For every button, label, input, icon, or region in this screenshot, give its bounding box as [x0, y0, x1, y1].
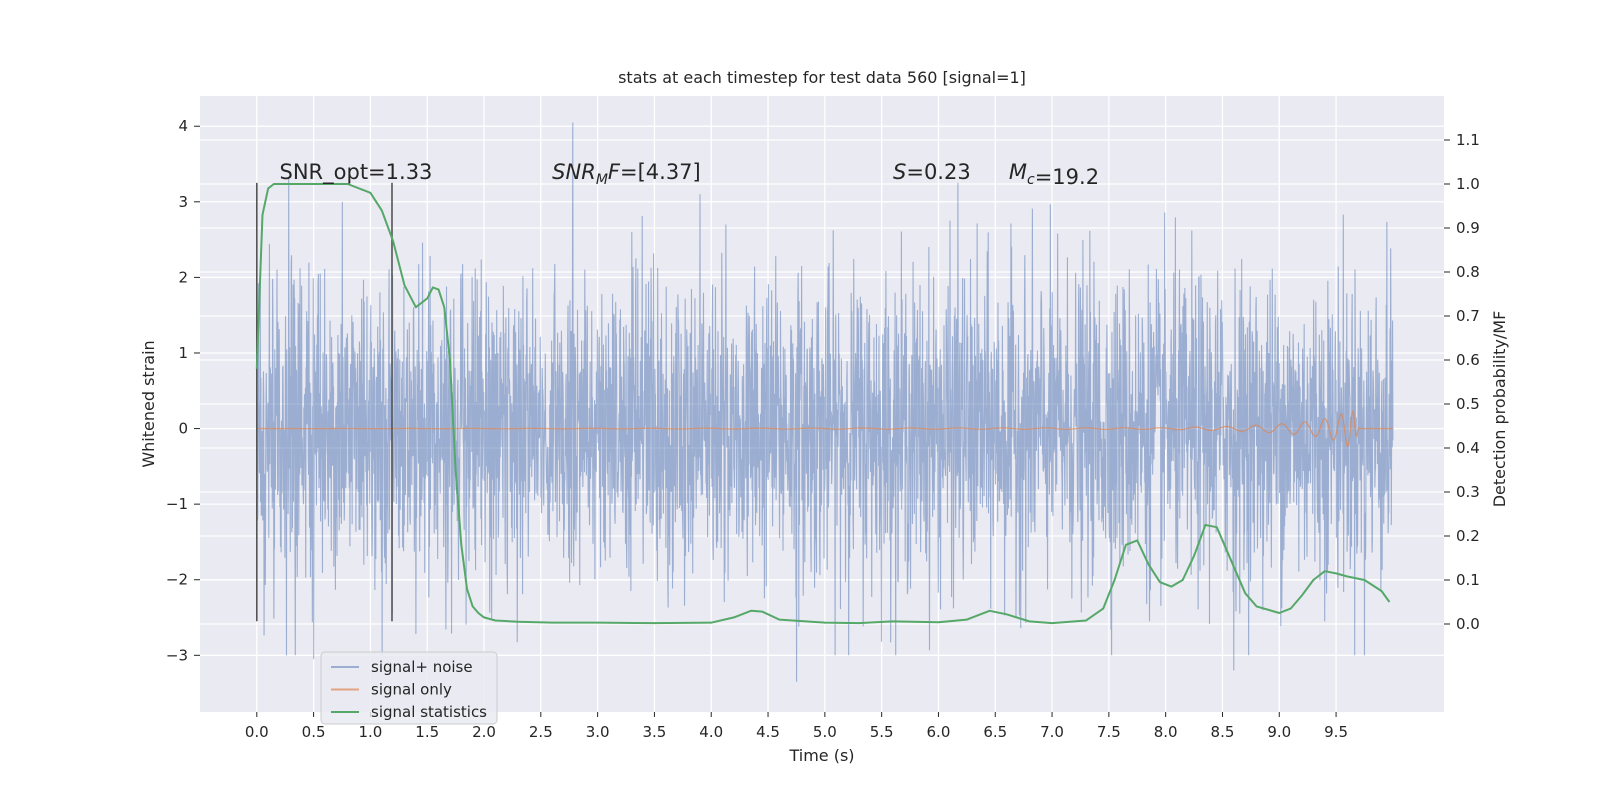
y-tick-label-right: 0.5 [1456, 395, 1480, 413]
y-tick-label-right: 0.3 [1456, 483, 1480, 501]
x-tick-label: 5.5 [870, 723, 894, 741]
legend-entry: signal only [371, 681, 452, 699]
x-tick-label: 4.0 [699, 723, 723, 741]
annotation-snr-mf: SNRMF=[4.37] [552, 160, 701, 188]
y-tick-label-left: −2 [166, 571, 188, 589]
y-tick-label-left: −3 [166, 646, 188, 664]
y-axis-label-left: Whitened strain [139, 340, 158, 467]
y-tick-label-right: 0.4 [1456, 439, 1480, 457]
x-tick-label: 8.5 [1211, 723, 1235, 741]
x-tick-label: 2.0 [472, 723, 496, 741]
x-tick-label: 2.5 [529, 723, 553, 741]
y-axis-label-right: Detection probability/MF [1490, 311, 1509, 508]
x-tick-label: 6.5 [983, 723, 1007, 741]
legend: signal+ noise signal only signal statistic… [320, 651, 498, 725]
x-tick-label: 7.0 [1040, 723, 1064, 741]
y-tick-label-right: 0.6 [1456, 351, 1480, 369]
x-tick-label: 3.5 [642, 723, 666, 741]
signal-series-layer [256, 410, 1393, 448]
series-line-signal-noise [256, 122, 1394, 682]
y-tick-label-left: 0 [178, 420, 188, 438]
y-tick-label-left: 2 [178, 268, 188, 286]
y-tick-label-right: 1.1 [1456, 131, 1480, 149]
annotation-snr-opt: SNR_opt=1.33 [280, 160, 433, 185]
x-tick-label: 5.0 [813, 723, 837, 741]
y-tick-label-right: 1.0 [1456, 175, 1480, 193]
x-tick-label: 9.5 [1324, 723, 1348, 741]
x-tick-label: 0.5 [302, 723, 326, 741]
y-tick-label-left: 1 [178, 344, 188, 362]
legend-entry: signal statistics [371, 703, 487, 721]
noise-series-layer [256, 122, 1394, 682]
x-tick-label: 4.5 [756, 723, 780, 741]
legend-entry: signal+ noise [371, 658, 473, 676]
chart-title: stats at each timestep for test data 560… [618, 68, 1026, 87]
x-tick-label: 1.5 [415, 723, 439, 741]
y-tick-label-left: 3 [178, 193, 188, 211]
x-tick-label: 0.0 [245, 723, 269, 741]
y-tick-label-right: 0.0 [1456, 615, 1480, 633]
tick-labels: 0.0 0.5 1.0 1.5 2.0 2.5 3.0 3.5 4.0 4.5 5.0 5.5 6.0 6… [166, 117, 1480, 741]
x-tick-label: 3.0 [586, 723, 610, 741]
y-tick-label-right: 0.2 [1456, 527, 1480, 545]
y-tick-label-right: 0.1 [1456, 571, 1480, 589]
x-axis-label: Time (s) [788, 746, 854, 765]
y-tick-label-left: 4 [178, 117, 188, 135]
series-line-signal-statistics [255, 183, 1391, 625]
x-tick-label: 8.0 [1154, 723, 1178, 741]
x-tick-label: 9.0 [1267, 723, 1291, 741]
vertical-markers [256, 182, 393, 622]
x-tick-label: 7.5 [1097, 723, 1121, 741]
annotation-mc-val: Mc=19.2 [1009, 160, 1099, 189]
annotations: SNR_opt=1.33 SNRMF=[4.37] S=0.23 Mc=19.2 [280, 160, 1100, 189]
y-tick-label-right: 0.7 [1456, 307, 1480, 325]
stats-series-layer [255, 183, 1391, 625]
x-tick-label: 1.0 [358, 723, 382, 741]
y-tick-label-left: −1 [166, 495, 188, 513]
annotation-s-val: S=0.23 [893, 160, 971, 184]
x-tick-label: 6.0 [927, 723, 951, 741]
series-line-signal-only [256, 410, 1393, 448]
legend-box [320, 651, 498, 725]
y-tick-label-right: 0.9 [1456, 219, 1480, 237]
y-tick-label-right: 0.8 [1456, 263, 1480, 281]
